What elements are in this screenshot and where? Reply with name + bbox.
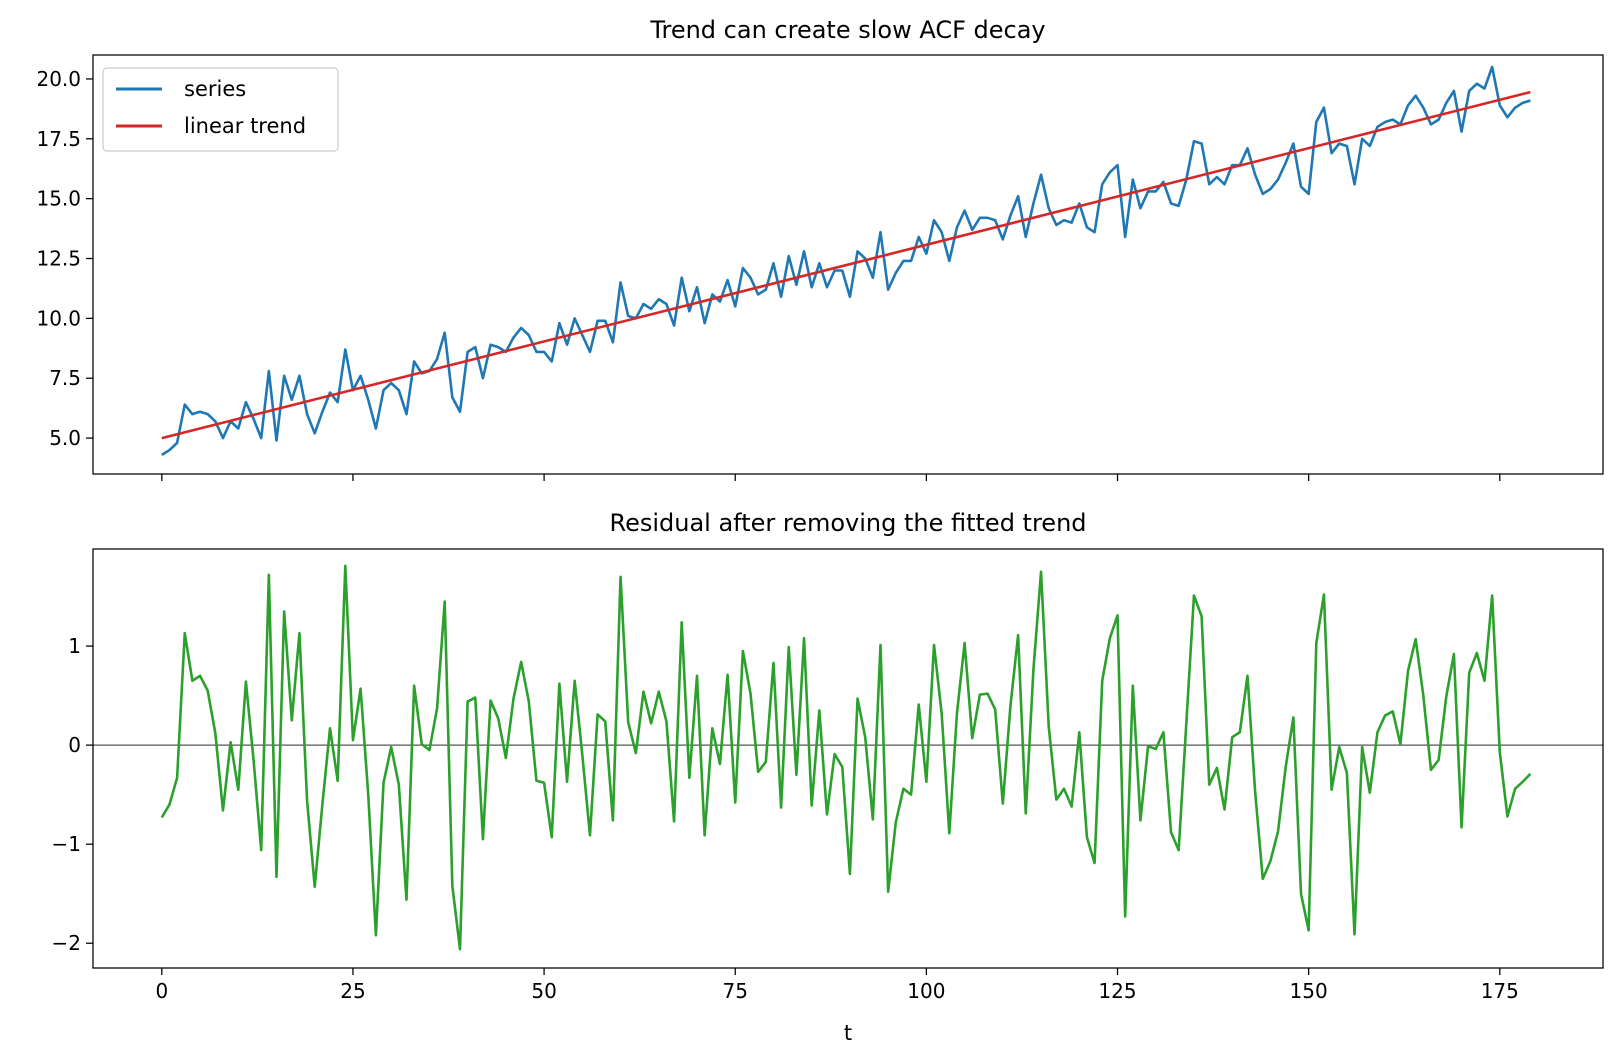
top-line-series — [161, 65, 1531, 456]
bottom-panel-title: Residual after removing the fitted trend — [609, 509, 1086, 537]
bottom-xtick-label-25: 25 — [340, 979, 365, 1003]
top-ytick-label-6: 20.0 — [36, 67, 81, 91]
bottom-series-layer — [93, 564, 1603, 951]
top-axes-frame — [92, 54, 1604, 475]
top-ytick-label-2: 10.0 — [36, 306, 81, 330]
legend-label-series: series — [184, 77, 246, 101]
top-ytick-label-1: 7.5 — [49, 366, 81, 390]
bottom-xtick-label-50: 50 — [531, 979, 556, 1003]
top-tick-layer: 5.0 7.5 10.0 12.5 15.0 17.5 20.0 — [36, 67, 1501, 481]
top-ytick-label-4: 15.0 — [36, 187, 81, 211]
bottom-ytick-label-2: 0 — [68, 733, 81, 757]
trend-panel: Trend can create slow ACF decay 5.0 7.5 10… — [36, 16, 1604, 481]
top-ytick-label-3: 12.5 — [36, 247, 81, 271]
bottom-line-residual — [160, 564, 1532, 951]
bottom-xtick-label-150: 150 — [1290, 979, 1328, 1003]
bottom-ytick-label-0: −2 — [52, 931, 81, 955]
bottom-axes-frame — [92, 548, 1604, 969]
bottom-xtick-label-75: 75 — [723, 979, 748, 1003]
bottom-tick-layer: 0 25 50 75 100 125 150 175 −2 −1 0 1 — [52, 634, 1519, 1003]
x-axis-label: t — [844, 1021, 852, 1045]
legend: series linear trend — [102, 67, 339, 152]
top-panel-title: Trend can create slow ACF decay — [649, 16, 1045, 44]
bottom-xtick-label-0: 0 — [155, 979, 168, 1003]
legend-label-linear-trend: linear trend — [184, 114, 306, 138]
top-series-layer — [161, 65, 1531, 456]
bottom-xtick-label-100: 100 — [907, 979, 945, 1003]
top-ytick-label-5: 17.5 — [36, 127, 81, 151]
top-ytick-label-0: 5.0 — [49, 426, 81, 450]
residual-panel: Residual after removing the fitted trend… — [52, 509, 1604, 1045]
bottom-xtick-label-125: 125 — [1098, 979, 1136, 1003]
bottom-xtick-label-175: 175 — [1481, 979, 1519, 1003]
bottom-ytick-label-3: 1 — [68, 634, 81, 658]
top-line-linear-trend — [161, 90, 1531, 440]
bottom-ytick-label-1: −1 — [52, 832, 81, 856]
